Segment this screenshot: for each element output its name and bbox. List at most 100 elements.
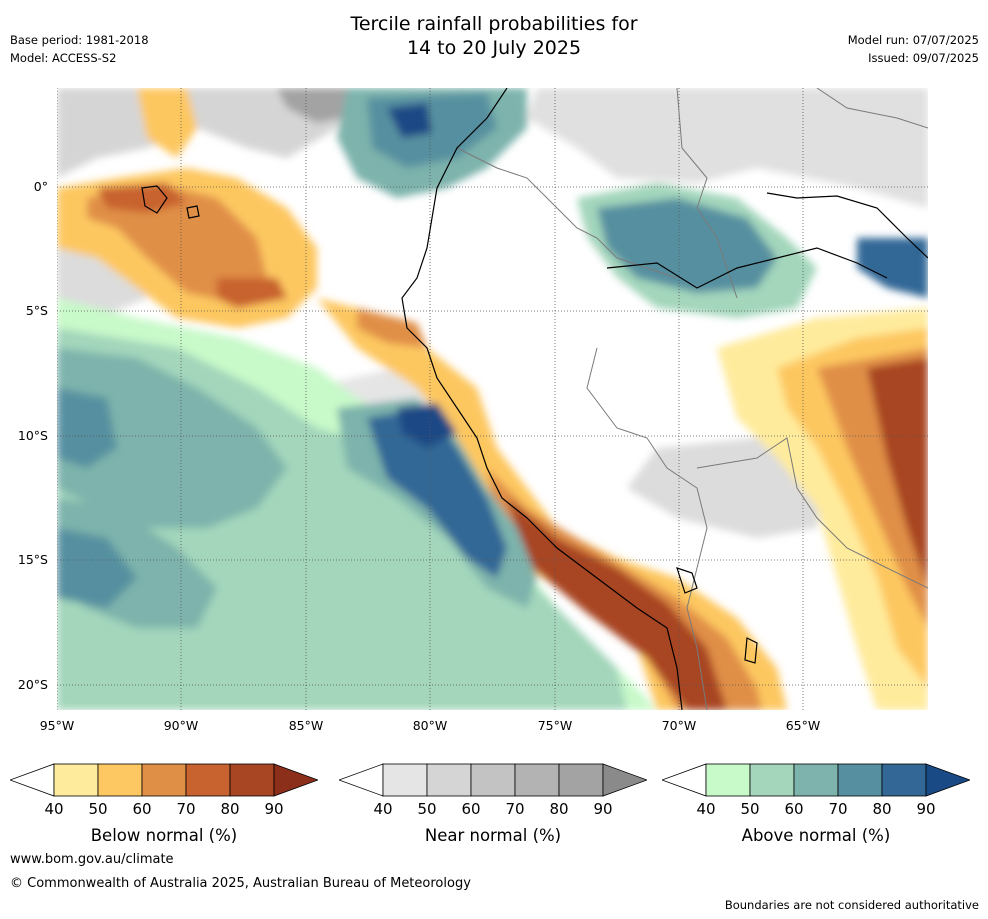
colorbar-segment-60 — [141, 763, 187, 797]
colorbar-segment-80 — [558, 763, 604, 797]
lon-label-80w: 80°W — [412, 718, 448, 733]
colorbar-segment-70 — [837, 763, 883, 797]
base-period-text: Base period: 1981-2018 — [10, 33, 149, 47]
issued-text: Issued: 09/07/2025 — [868, 51, 979, 65]
colorbar-above-tick-80: 80 — [872, 800, 892, 818]
colorbar-near-tick-40: 40 — [373, 800, 393, 818]
above-normal-amazon-70 — [597, 198, 777, 293]
galapagos-islet — [186, 205, 200, 219]
model-text: Model: ACCESS-S2 — [10, 51, 117, 65]
colorbar-below-tick-80: 80 — [220, 800, 240, 818]
below-normal-coast-small — [357, 308, 427, 348]
pacific-coastline — [401, 88, 683, 710]
above-normal-sw-60a — [57, 348, 287, 528]
colorbar-segment-80 — [881, 763, 927, 797]
border-bolivia-brazil — [696, 437, 928, 589]
colorbar-above-tick-60: 60 — [784, 800, 804, 818]
probability-fields — [57, 88, 928, 710]
colorbar-segment-70 — [185, 763, 231, 797]
colorbar-segment-60 — [470, 763, 516, 797]
lat-label-15s: 15°S — [17, 552, 48, 567]
boundaries-disclaimer: Boundaries are not considered authoritat… — [724, 898, 979, 912]
coastlines — [141, 88, 928, 710]
colorbar-near-tick-90: 90 — [593, 800, 613, 818]
lon-label-75w: 75°W — [537, 718, 573, 733]
above-normal-sw-70b — [57, 528, 137, 608]
colorbar-segment-40 — [382, 763, 428, 797]
colorbar-below-tick-40: 40 — [44, 800, 64, 818]
below-normal-north — [137, 88, 197, 158]
colorbar-segment-80 — [229, 763, 275, 797]
colorbar-near-tick-80: 80 — [549, 800, 569, 818]
colorbar-near-normal-svg — [337, 763, 649, 797]
border-peru-brazil — [586, 347, 708, 569]
colorbar-near-tick-70: 70 — [505, 800, 525, 818]
colorbar-segment-50 — [749, 763, 795, 797]
colorbar-above-label: Above normal (%) — [741, 826, 891, 845]
colorbar-segment-70 — [514, 763, 560, 797]
above-normal-north-90 — [387, 103, 432, 138]
border-north — [816, 88, 928, 129]
colorbar-below-normal-svg — [8, 763, 320, 797]
lon-label-65w: 65°W — [785, 718, 821, 733]
country-boundaries — [456, 88, 928, 710]
near-normal-west — [57, 238, 147, 318]
lake-titicaca — [676, 567, 698, 594]
lat-label-20s: 20°S — [17, 677, 48, 692]
lake-poopo — [744, 637, 758, 664]
amazon-river-north — [766, 192, 928, 259]
above-normal-coastal-ocean-90 — [397, 403, 457, 448]
colorbar-below-normal: 40 50 60 70 80 90 — [8, 762, 320, 822]
colorbar-segment-50 — [97, 763, 143, 797]
colorbar-extend-low — [660, 763, 707, 797]
colorbar-extend-low — [8, 763, 55, 797]
colorbar-above-normal-svg — [660, 763, 972, 797]
colorbar-below-label: Below normal (%) — [90, 826, 238, 845]
near-normal-ne — [527, 88, 928, 208]
above-normal-sw-70a — [57, 388, 117, 468]
colorbar-above-tick-40: 40 — [696, 800, 716, 818]
colorbar-segment-40 — [705, 763, 751, 797]
colorbar-segment-50 — [426, 763, 472, 797]
colorbar-near-tick-60: 60 — [461, 800, 481, 818]
graticule — [57, 88, 928, 710]
near-normal-nw — [57, 88, 357, 178]
near-normal-inland — [627, 438, 827, 538]
colorbar-below-tick-70: 70 — [176, 800, 196, 818]
meta-right: Model run: 07/07/2025 Issued: 09/07/2025 — [848, 31, 979, 67]
colorbar-above-tick-70: 70 — [828, 800, 848, 818]
below-normal-nw-70b — [217, 278, 287, 308]
colorbar-near-label: Near normal (%) — [424, 826, 562, 845]
chart-title: Tercile rainfall probabilities for 14 to… — [0, 12, 988, 60]
lat-label-0: 0° — [33, 179, 48, 194]
above-normal-ne-80 — [857, 238, 928, 298]
colorbar-extend-high — [925, 763, 972, 797]
title-line-1: Tercile rainfall probabilities for — [350, 13, 638, 35]
copyright-text: © Commonwealth of Australia 2025, Austra… — [10, 876, 471, 891]
colorbar-below-tick-60: 60 — [132, 800, 152, 818]
colorbar-extend-high — [602, 763, 649, 797]
model-run-text: Model run: 07/07/2025 — [847, 33, 979, 47]
colorbar-above-tick-50: 50 — [740, 800, 760, 818]
colorbar-below-tick-50: 50 — [88, 800, 108, 818]
amazon-river — [606, 247, 888, 289]
lat-label-5s: 5°S — [25, 303, 48, 318]
colorbar-above-normal: 40 50 60 70 80 90 — [660, 762, 972, 822]
colorbar-near-normal: 40 50 60 70 80 90 — [337, 762, 649, 822]
map-svg — [57, 88, 928, 710]
colorbar-segment-40 — [53, 763, 99, 797]
galapagos-island — [141, 185, 168, 214]
meta-left: Base period: 1981-2018 Model: ACCESS-S2 — [10, 31, 149, 67]
above-normal-coastal-ocean-80 — [367, 408, 507, 578]
lon-label-95w: 95°W — [39, 718, 75, 733]
colorbar-extend-high — [273, 763, 320, 797]
rainfall-probability-map — [57, 88, 928, 710]
colorbar-below-tick-90: 90 — [264, 800, 284, 818]
below-normal-east-80 — [867, 358, 928, 588]
below-normal-nw-70 — [97, 183, 187, 213]
title-line-2: 14 to 20 July 2025 — [406, 37, 582, 59]
below-normal-nw-60 — [87, 183, 267, 303]
colorbar-segment-60 — [793, 763, 839, 797]
lon-label-70w: 70°W — [661, 718, 697, 733]
colorbar-near-tick-50: 50 — [417, 800, 437, 818]
